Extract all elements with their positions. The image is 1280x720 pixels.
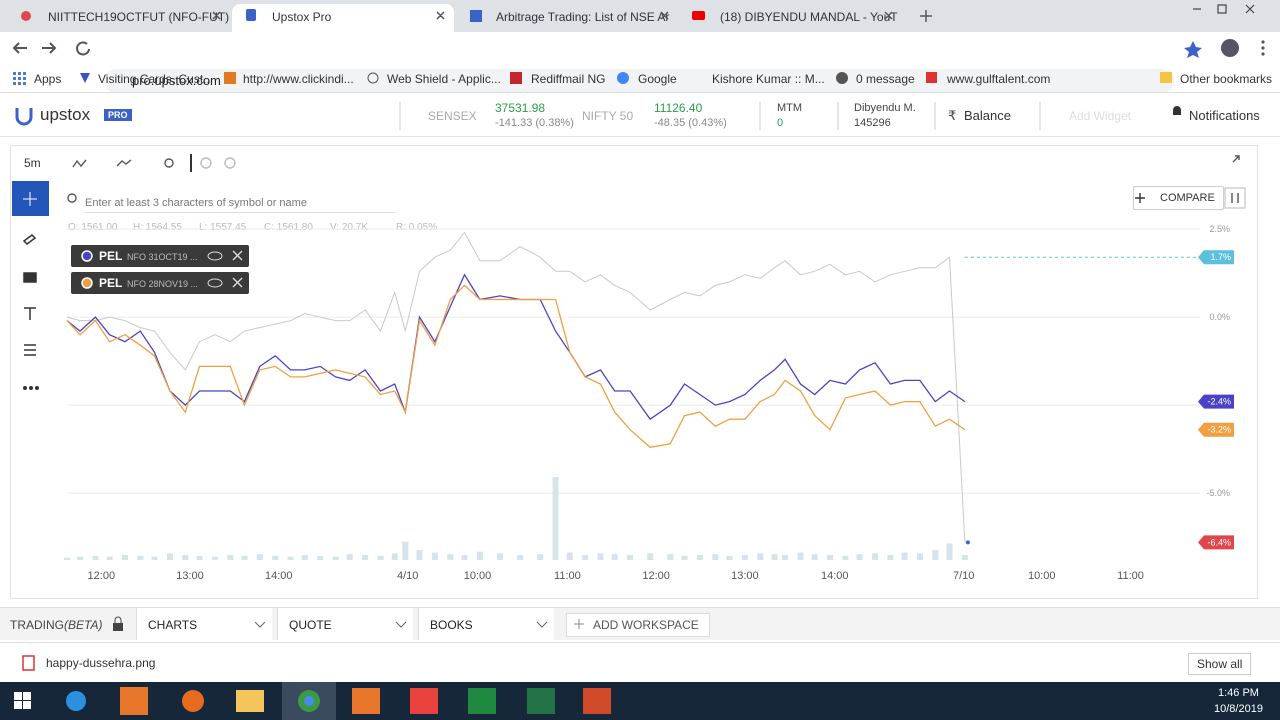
nav-buttons[interactable] [0, 32, 110, 64]
ohlc: L: 1557.45 [199, 222, 247, 233]
tab[interactable]: Upstox Pro [232, 4, 454, 32]
logo: upstox [40, 105, 91, 124]
user-name[interactable]: Dibyendu M. [854, 102, 916, 114]
ohlc: V: 20.7K [330, 222, 368, 233]
bookmark[interactable]: http://www.clickindi... [243, 72, 354, 86]
chart-panel: 5m Enter at least 3 characters of symbol… [10, 145, 1258, 599]
ohlc: R: 0.05% [396, 222, 438, 233]
address-bar[interactable]: pro.upstox.com [104, 69, 1174, 93]
workspace-tab[interactable]: CHARTS [136, 608, 272, 640]
beta-tag: (BETA) [64, 618, 103, 632]
workspace-bar: TRADING (BETA) CHARTS QUOTE BOOKS ADD WO… [0, 607, 1280, 640]
user-id[interactable]: 145296 [854, 117, 891, 129]
index-value: 11126.40 [654, 101, 703, 115]
show-all[interactable]: Show all [1188, 653, 1252, 675]
ohlc: H: 1564.55 [133, 222, 182, 233]
mtm-label: MTM [777, 102, 803, 114]
download-bar: happy-dussehra.png Show all [0, 642, 1280, 683]
currency: ₹ [948, 108, 957, 123]
add-workspace[interactable]: ADD WORKSPACE [566, 613, 710, 637]
bookmark[interactable]: Apps [34, 72, 62, 86]
bookmark[interactable]: Kishore Kumar :: M... [712, 72, 825, 86]
trading-tab[interactable]: TRADING [10, 618, 64, 632]
workspace-icons [113, 616, 584, 631]
notifications[interactable]: Notifications [1189, 108, 1260, 123]
tab-strip: NIITTECH19OCTFUT (NFO-FUT) Upstox Pro Ar… [0, 0, 1280, 32]
clock-time[interactable]: 1:46 PM [1218, 687, 1259, 699]
balance[interactable]: Balance [964, 108, 1011, 123]
file-icon [22, 655, 35, 671]
add-widget[interactable]: Add Widget [1069, 109, 1132, 123]
logo-icon [15, 108, 33, 126]
tab-icons [21, 4, 1255, 22]
bookmark[interactable]: Rediffmail NG [531, 72, 606, 86]
bookmark[interactable]: Web Shield - Applic... [387, 72, 501, 86]
index-name[interactable]: SENSEX [428, 109, 477, 123]
bookmark[interactable]: Other bookmarks [1180, 72, 1273, 86]
address-row: pro.upstox.com [0, 32, 1280, 93]
download-file[interactable]: happy-dussehra.png [46, 656, 156, 670]
bookmark-icons [13, 72, 1172, 85]
toolbar-icons[interactable] [11, 146, 1257, 246]
taskbar-icons[interactable] [0, 682, 640, 720]
browser-icons[interactable] [1150, 32, 1280, 64]
tab[interactable]: (18) DIBYENDU MANDAL - YouT [720, 10, 898, 24]
index-name[interactable]: NIFTY 50 [582, 109, 634, 123]
drawing-tools[interactable] [11, 226, 51, 486]
tab[interactable]: Arbitrage Trading: List of NSE Ar [496, 10, 670, 24]
symbol-search[interactable]: Enter at least 3 characters of symbol or… [85, 197, 395, 213]
mtm-value: 0 [777, 117, 784, 129]
bookmark[interactable]: www.gulftalent.com [947, 72, 1051, 86]
bookmark[interactable]: Visiting Cards, Cust... [98, 72, 214, 86]
ohlc: O: 1561.00 [68, 222, 118, 233]
clock-date[interactable]: 10/8/2019 [1214, 703, 1263, 715]
app-header: upstox PRO SENSEX 37531.98 -141.33 (0.38… [0, 96, 1280, 137]
index-value: 37531.98 [495, 101, 546, 115]
header-icons [399, 102, 1181, 130]
bookmark[interactable]: Google [638, 72, 677, 86]
interval[interactable]: 5m [24, 156, 41, 170]
workspace-tab[interactable]: BOOKS [418, 608, 554, 640]
compare-button[interactable]: COMPARE [1133, 186, 1224, 210]
workspace-tab[interactable]: QUOTE [277, 608, 413, 640]
bookmarks-bar: Apps Visiting Cards, Cust... http://www.… [0, 64, 1280, 93]
index-change: -141.33 (0.38%) [495, 117, 574, 129]
taskbar: 1:46 PM 10/8/2019 [0, 682, 1280, 720]
bookmark[interactable]: 0 message [856, 72, 915, 86]
ohlc: C: 1561.80 [264, 222, 313, 233]
badge: PRO [104, 109, 132, 121]
index-change: -48.35 (0.43%) [654, 117, 727, 129]
tab[interactable]: NIITTECH19OCTFUT (NFO-FUT) [48, 10, 230, 24]
